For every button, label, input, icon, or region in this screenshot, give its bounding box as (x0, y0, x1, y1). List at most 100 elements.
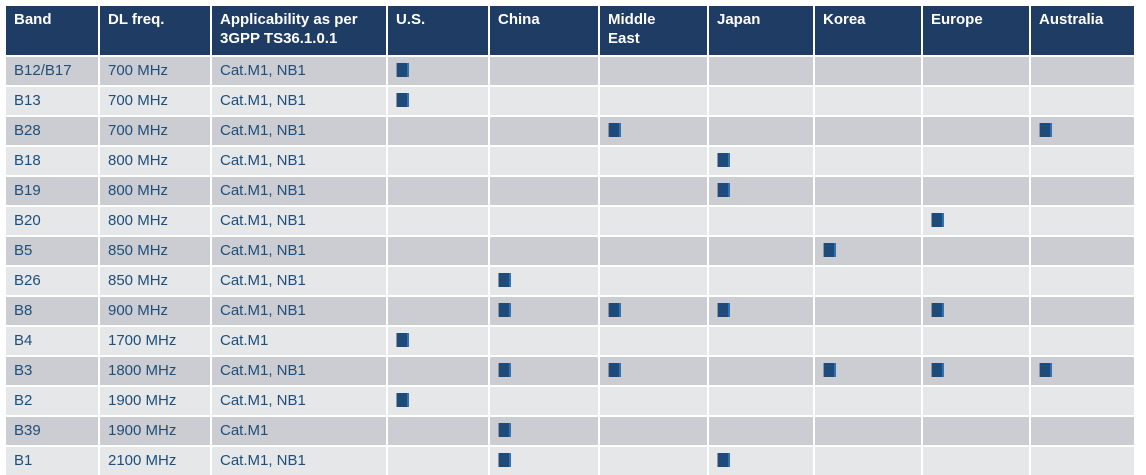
region-cell-europe (923, 417, 1029, 445)
region-cell-china (490, 267, 598, 295)
applicability-cell: Cat.M1 (212, 327, 386, 355)
column-header-japan: Japan (709, 6, 813, 55)
table-row-b13: B13 700 MHz Cat.M1, NB1 (6, 87, 1134, 115)
dl-freq-cell: 1900 MHz (100, 417, 210, 445)
band-cell: B1 (6, 447, 98, 475)
applicability-cell: Cat.M1, NB1 (212, 387, 386, 415)
region-cell-us (388, 57, 488, 85)
region-cell-japan (709, 417, 813, 445)
band-cell: B4 (6, 327, 98, 355)
region-cell-china (490, 87, 598, 115)
region-cell-europe (923, 147, 1029, 175)
column-header-label: Applicability as per 3GPP TS36.1.0.1 (220, 11, 358, 47)
dl-freq-cell: 1800 MHz (100, 357, 210, 385)
applicability-cell: Cat.M1 (212, 417, 386, 445)
column-header-label: U.S. (396, 11, 426, 28)
band-cell: B5 (6, 237, 98, 265)
applicable-square-icon (931, 303, 944, 318)
region-cell-australia (1031, 87, 1134, 115)
applicable-square-icon (717, 303, 730, 318)
region-cell-us (388, 267, 488, 295)
region-cell-china (490, 297, 598, 325)
applicability-cell: Cat.M1, NB1 (212, 267, 386, 295)
applicable-square-icon (717, 453, 730, 468)
region-cell-us (388, 207, 488, 235)
region-cell-australia (1031, 297, 1134, 325)
applicable-square-icon (498, 303, 511, 318)
applicability-cell: Cat.M1, NB1 (212, 87, 386, 115)
table-body: B12/B17 700 MHz Cat.M1, NB1 B13 700 MHz Cat.M… (6, 57, 1134, 475)
region-cell-australia (1031, 117, 1134, 145)
column-header-middle-east: Middle East (600, 6, 707, 55)
table-row-b20: B20 800 MHz Cat.M1, NB1 (6, 207, 1134, 235)
region-cell-japan (709, 357, 813, 385)
applicability-cell: Cat.M1, NB1 (212, 237, 386, 265)
region-cell-europe (923, 177, 1029, 205)
region-cell-australia (1031, 387, 1134, 415)
region-cell-japan (709, 87, 813, 115)
band-cell: B28 (6, 117, 98, 145)
band-cell: B18 (6, 147, 98, 175)
region-cell-europe (923, 87, 1029, 115)
applicable-square-icon (608, 123, 621, 138)
region-cell-korea (815, 177, 921, 205)
column-header-dl-freq: DL freq. (100, 6, 210, 55)
applicability-cell: Cat.M1, NB1 (212, 447, 386, 475)
region-cell-middle-east (600, 297, 707, 325)
applicable-square-icon (1039, 363, 1052, 378)
region-cell-australia (1031, 447, 1134, 475)
region-cell-korea (815, 207, 921, 235)
applicable-square-icon (931, 213, 944, 228)
region-cell-australia (1031, 147, 1134, 175)
dl-freq-cell: 850 MHz (100, 267, 210, 295)
region-cell-us (388, 447, 488, 475)
band-cell: B3 (6, 357, 98, 385)
region-cell-japan (709, 237, 813, 265)
applicability-cell: Cat.M1, NB1 (212, 117, 386, 145)
column-header-china: China (490, 6, 598, 55)
applicable-square-icon (717, 183, 730, 198)
region-cell-middle-east (600, 57, 707, 85)
applicable-square-icon (498, 363, 511, 378)
dl-freq-cell: 700 MHz (100, 117, 210, 145)
applicable-square-icon (608, 303, 621, 318)
region-cell-australia (1031, 267, 1134, 295)
band-cell: B2 (6, 387, 98, 415)
column-header-band: Band (6, 6, 98, 55)
column-header-label: Korea (823, 11, 866, 28)
region-cell-middle-east (600, 177, 707, 205)
column-header-label: Europe (931, 11, 983, 28)
applicable-square-icon (608, 363, 621, 378)
dl-freq-cell: 900 MHz (100, 297, 210, 325)
region-cell-europe (923, 387, 1029, 415)
region-cell-australia (1031, 237, 1134, 265)
region-cell-japan (709, 57, 813, 85)
table-row-b39: B39 1900 MHz Cat.M1 (6, 417, 1134, 445)
band-cell: B13 (6, 87, 98, 115)
region-cell-middle-east (600, 357, 707, 385)
table-row-b3: B3 1800 MHz Cat.M1, NB1 (6, 357, 1134, 385)
dl-freq-cell: 700 MHz (100, 87, 210, 115)
dl-freq-cell: 1700 MHz (100, 327, 210, 355)
region-cell-middle-east (600, 207, 707, 235)
region-cell-china (490, 387, 598, 415)
region-cell-middle-east (600, 267, 707, 295)
region-cell-middle-east (600, 417, 707, 445)
dl-freq-cell: 800 MHz (100, 207, 210, 235)
region-cell-middle-east (600, 447, 707, 475)
region-cell-korea (815, 297, 921, 325)
region-cell-japan (709, 147, 813, 175)
applicable-square-icon (823, 243, 836, 258)
region-cell-middle-east (600, 237, 707, 265)
region-cell-australia (1031, 327, 1134, 355)
table-row-b1: B1 2100 MHz Cat.M1, NB1 (6, 447, 1134, 475)
table-row-b12-b17: B12/B17 700 MHz Cat.M1, NB1 (6, 57, 1134, 85)
region-cell-us (388, 387, 488, 415)
column-header-label: DL freq. (108, 11, 165, 28)
region-cell-europe (923, 57, 1029, 85)
region-cell-europe (923, 267, 1029, 295)
table-row-b8: B8 900 MHz Cat.M1, NB1 (6, 297, 1134, 325)
region-cell-china (490, 207, 598, 235)
region-cell-middle-east (600, 87, 707, 115)
band-cell: B8 (6, 297, 98, 325)
